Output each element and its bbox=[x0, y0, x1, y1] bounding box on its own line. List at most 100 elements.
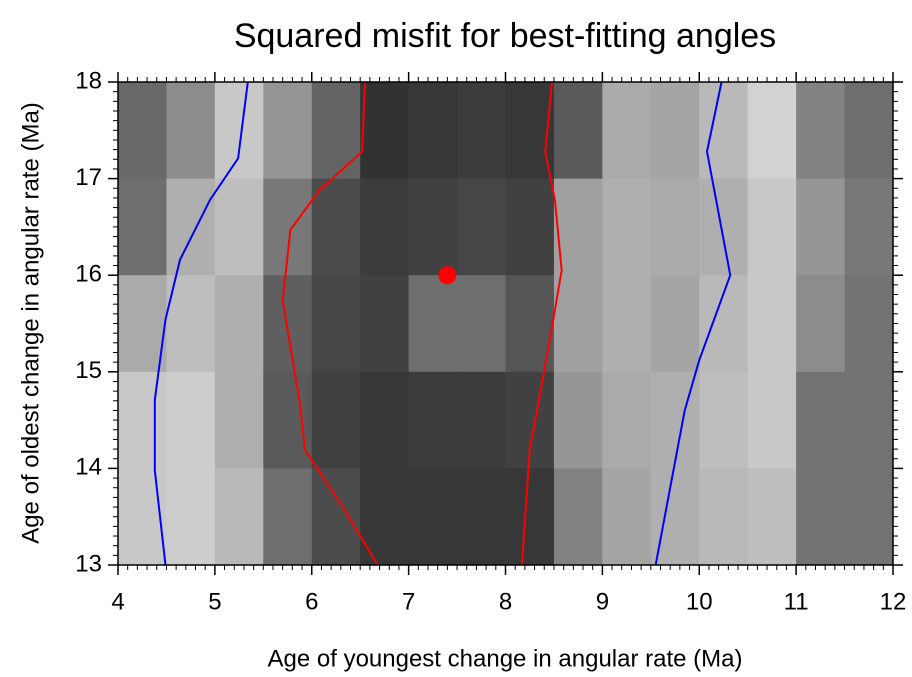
heat-cell bbox=[699, 468, 749, 566]
heat-cell bbox=[166, 371, 216, 469]
heat-cell bbox=[214, 468, 264, 566]
heat-cell bbox=[844, 468, 894, 566]
x-tick-label: 4 bbox=[111, 588, 124, 615]
heat-cell bbox=[118, 82, 167, 180]
heat-cell bbox=[408, 178, 458, 276]
heat-cell bbox=[311, 275, 361, 373]
heat-cell bbox=[553, 275, 603, 373]
heat-cell bbox=[214, 82, 264, 180]
heat-cell bbox=[602, 178, 652, 276]
x-tick-label: 12 bbox=[880, 588, 907, 615]
heat-cell bbox=[844, 82, 894, 180]
contour-line bbox=[153, 81, 249, 566]
heat-cell bbox=[214, 178, 264, 276]
y-tick-label: 18 bbox=[75, 67, 102, 94]
y-tick-label: 15 bbox=[75, 357, 102, 384]
heat-cell bbox=[844, 371, 894, 469]
heat-cell bbox=[747, 82, 797, 180]
heat-cell bbox=[602, 468, 652, 566]
heat-cell bbox=[650, 178, 700, 276]
y-tick-label: 14 bbox=[75, 454, 102, 481]
heat-cell bbox=[118, 371, 167, 469]
heatmap bbox=[118, 82, 894, 566]
heat-cell bbox=[747, 468, 797, 566]
heat-cell bbox=[650, 82, 700, 180]
heat-cell bbox=[214, 275, 264, 373]
heat-cell bbox=[457, 82, 506, 180]
heat-cell bbox=[650, 275, 700, 373]
heat-cell bbox=[699, 82, 749, 180]
heat-cell bbox=[263, 82, 313, 180]
heat-cell bbox=[796, 178, 846, 276]
heat-cell bbox=[311, 371, 361, 469]
heat-cell bbox=[457, 275, 506, 373]
heat-cell bbox=[505, 178, 555, 276]
heat-cell bbox=[699, 275, 749, 373]
x-tick-label: 5 bbox=[208, 588, 221, 615]
heat-cell bbox=[263, 371, 313, 469]
heat-cell bbox=[747, 275, 797, 373]
heat-cell bbox=[311, 82, 361, 180]
heat-cell bbox=[166, 468, 216, 566]
x-tick-label: 6 bbox=[305, 588, 318, 615]
heat-cell bbox=[408, 371, 458, 469]
heat-cell bbox=[699, 371, 749, 469]
heat-cell bbox=[166, 275, 216, 373]
heat-cell bbox=[118, 178, 167, 276]
heat-cell bbox=[602, 371, 652, 469]
heat-cell bbox=[311, 178, 361, 276]
heat-cell bbox=[457, 178, 506, 276]
heat-cell bbox=[360, 82, 410, 180]
heat-cell bbox=[166, 178, 216, 276]
heat-cell bbox=[360, 275, 410, 373]
contour-line bbox=[281, 81, 379, 566]
heat-cell bbox=[457, 371, 506, 469]
y-tick-label: 17 bbox=[75, 164, 102, 191]
heat-cell bbox=[360, 178, 410, 276]
heat-cell bbox=[796, 468, 846, 566]
y-tick-label: 13 bbox=[75, 550, 102, 577]
heat-cell bbox=[408, 275, 458, 373]
x-axis-label: Age of youngest change in angular rate (… bbox=[268, 645, 743, 672]
heat-cell bbox=[553, 82, 603, 180]
y-axis-label: Age of oldest change in angular rate (Ma… bbox=[17, 102, 44, 544]
heat-cell bbox=[360, 371, 410, 469]
heat-cell bbox=[796, 275, 846, 373]
heat-cell bbox=[747, 178, 797, 276]
heat-cell bbox=[360, 468, 410, 566]
chart-title: Squared misfit for best-fitting angles bbox=[234, 17, 776, 55]
x-tick-label: 11 bbox=[784, 588, 809, 615]
heat-cell bbox=[796, 371, 846, 469]
x-tick-label: 8 bbox=[499, 588, 512, 615]
heat-cell bbox=[505, 468, 555, 566]
best-fit-point bbox=[438, 266, 457, 285]
heat-cell bbox=[214, 371, 264, 469]
heat-cell bbox=[118, 468, 167, 566]
heat-cell bbox=[699, 178, 749, 276]
heat-cell bbox=[553, 178, 603, 276]
heat-cell bbox=[747, 371, 797, 469]
overlay bbox=[153, 81, 732, 566]
contour-line bbox=[520, 81, 563, 566]
x-tick-label: 10 bbox=[686, 588, 713, 615]
heat-cell bbox=[796, 82, 846, 180]
heat-cell bbox=[457, 468, 506, 566]
heat-cell bbox=[263, 468, 313, 566]
contour-line bbox=[654, 81, 732, 566]
heat-cell bbox=[166, 82, 216, 180]
heat-cell bbox=[844, 178, 894, 276]
heat-cell bbox=[408, 468, 458, 566]
heat-cell bbox=[311, 468, 361, 566]
x-tick-label: 7 bbox=[402, 588, 415, 615]
heat-cell bbox=[408, 82, 458, 180]
heat-cell bbox=[844, 275, 894, 373]
heat-cell bbox=[118, 275, 167, 373]
heat-cell bbox=[602, 82, 652, 180]
heat-cell bbox=[553, 371, 603, 469]
heat-cell bbox=[553, 468, 603, 566]
y-tick-label: 16 bbox=[75, 261, 102, 288]
heat-cell bbox=[263, 275, 313, 373]
x-tick-label: 9 bbox=[596, 588, 609, 615]
